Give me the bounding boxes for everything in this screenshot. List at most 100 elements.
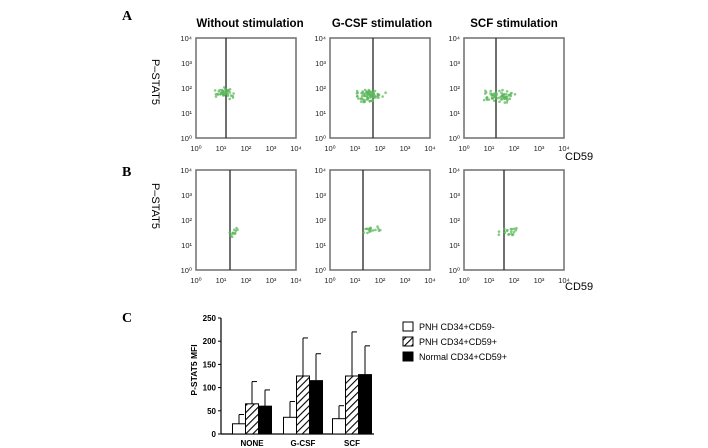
- bar-category-label: G-CSF: [291, 439, 316, 448]
- x-tick-label: 10⁰: [190, 276, 201, 285]
- event-dot: [231, 231, 235, 235]
- event-dot: [235, 226, 238, 230]
- bar-g-csf-series-2: [309, 380, 323, 435]
- event-dot: [513, 93, 517, 96]
- column-title-gcsf-stimulation: G-CSF stimulation: [332, 18, 432, 30]
- event-dot: [498, 89, 501, 93]
- y-tick-label: 10³: [315, 191, 326, 200]
- bar-g-csf-series-0: [283, 416, 297, 435]
- bar-chart-marks: [232, 331, 372, 435]
- event-dot: [228, 97, 231, 101]
- x-tick-label: 10⁴: [290, 276, 302, 285]
- event-dot: [489, 89, 493, 93]
- x-tick-label: 10²: [509, 144, 520, 153]
- x-tick-label: 10⁴: [424, 276, 436, 285]
- x-tick-label: 10¹: [350, 276, 361, 285]
- bar-y-tick-label: 0: [212, 430, 217, 439]
- event-dot: [483, 92, 487, 95]
- event-dot: [377, 93, 381, 97]
- legend-label-pnh-cd59-pos: PNH CD34+CD59+: [419, 337, 497, 347]
- y-tick-label: 10⁰: [181, 134, 192, 143]
- event-dot: [508, 97, 512, 100]
- bar-y-tick-label: 200: [203, 337, 217, 346]
- event-dot: [369, 226, 373, 230]
- y-tick-label: 10³: [181, 59, 192, 68]
- x-tick-label: 10⁴: [290, 144, 302, 153]
- event-dot: [223, 87, 227, 91]
- event-dot: [502, 96, 506, 99]
- event-dot: [363, 88, 367, 92]
- bar-chart: P-STAT5 MFI 0 50 100 150 200 250 NONE G-CSF SCF: [189, 314, 374, 448]
- event-dot: [371, 229, 375, 232]
- legend-label-normal-cd59-pos: Normal CD34+CD59+: [419, 352, 507, 362]
- y-tick-label: 10¹: [315, 109, 326, 118]
- flow-plot-a-2: 10⁰ 10¹ 10² 10³ 10⁴ 10⁰ 10¹ 10² 10³ 10⁴: [448, 34, 569, 153]
- bar-y-tick-label: 100: [203, 384, 217, 393]
- y-tick-label: 10³: [315, 59, 326, 68]
- event-dot: [374, 228, 377, 232]
- x-tick-label: 10³: [400, 276, 411, 285]
- event-dot: [381, 95, 384, 98]
- flow-plot-b-2: 10⁰ 10¹ 10² 10³ 10⁴ 10⁰ 10¹ 10² 10³ 10⁴: [448, 166, 569, 285]
- event-dot: [505, 90, 509, 93]
- x-tick-label: 10¹: [216, 276, 227, 285]
- y-tick-label: 10¹: [449, 241, 460, 250]
- event-dot: [366, 231, 369, 235]
- event-dot: [362, 93, 365, 96]
- event-dot: [377, 229, 381, 233]
- plot-frame: [463, 169, 565, 271]
- y-tick-label: 10²: [449, 84, 460, 93]
- event-dot: [501, 88, 504, 92]
- event-dot: [495, 94, 498, 97]
- event-dot: [490, 92, 494, 96]
- bar-scf-series-1: [345, 375, 359, 435]
- event-dot: [360, 94, 364, 98]
- y-tick-label: 10⁰: [181, 266, 192, 275]
- x-tick-label: 10¹: [484, 276, 495, 285]
- x-tick-label: 10⁰: [458, 144, 469, 153]
- y-tick-label: 10⁰: [449, 266, 460, 275]
- event-dot: [217, 90, 221, 93]
- event-dot: [497, 233, 501, 236]
- event-dot: [366, 96, 370, 100]
- bar-category-label: SCF: [344, 439, 360, 448]
- event-dot: [503, 231, 507, 234]
- event-dot: [372, 95, 376, 99]
- panel-letter-b: B: [122, 165, 131, 180]
- bar-y-tick-label: 50: [207, 407, 216, 416]
- y-tick-label: 10¹: [315, 241, 326, 250]
- event-dot: [367, 88, 371, 92]
- event-dot: [495, 97, 499, 100]
- event-dot: [509, 230, 513, 233]
- x-tick-label: 10⁴: [558, 276, 570, 285]
- event-dot: [231, 94, 234, 98]
- x-tick-label: 10²: [509, 276, 520, 285]
- x-tick-label: 10¹: [350, 144, 361, 153]
- event-dot: [510, 91, 513, 95]
- plot-frame: [195, 37, 297, 139]
- event-dot: [377, 96, 380, 99]
- event-dot: [213, 89, 217, 92]
- x-tick-label: 10⁰: [190, 144, 201, 153]
- event-dot: [228, 91, 232, 94]
- event-dot: [214, 95, 218, 98]
- event-dot: [226, 88, 230, 92]
- event-dot: [503, 92, 506, 96]
- column-title-without-stimulation: Without stimulation: [196, 18, 303, 30]
- x-tick-label: 10³: [534, 276, 545, 285]
- y-tick-label: 10²: [315, 84, 326, 93]
- event-dot: [365, 95, 368, 98]
- x-tick-label: 10²: [241, 144, 252, 153]
- bar-none-series-2: [258, 405, 272, 435]
- event-dot: [371, 92, 375, 96]
- y-tick-label: 10²: [449, 216, 460, 225]
- event-dot: [505, 93, 508, 96]
- legend-label-pnh-cd59-neg: PNH CD34+CD59-: [419, 322, 495, 332]
- event-dot: [507, 232, 511, 236]
- event-dot: [500, 95, 504, 98]
- flow-plot-b-0: 10⁰ 10¹ 10² 10³ 10⁴ 10⁰ 10¹ 10² 10³ 10⁴: [180, 166, 301, 285]
- panel-letter-a: A: [122, 9, 133, 24]
- legend-swatch-pnh-cd59-pos: [402, 336, 414, 347]
- plot-frame: [329, 169, 431, 271]
- x-tick-label: 10³: [400, 144, 411, 153]
